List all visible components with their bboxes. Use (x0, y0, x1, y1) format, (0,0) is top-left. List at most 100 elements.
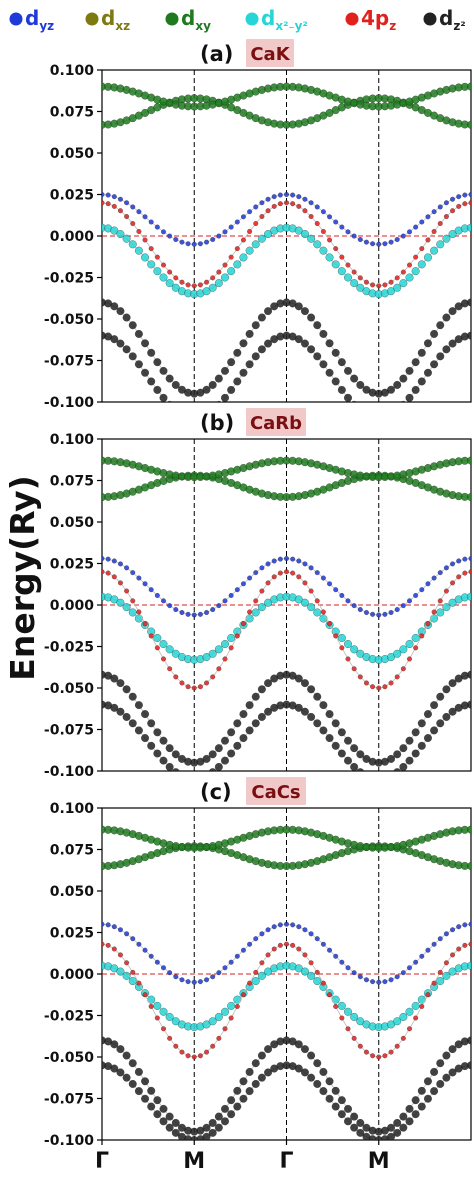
band-point-dyz (431, 941, 437, 947)
band-point-dz2 (128, 692, 137, 701)
band-point-4pz (216, 1035, 222, 1041)
band-point-4pz (105, 201, 111, 207)
band-point-dz2 (141, 734, 149, 742)
band-point-dx2-y2 (387, 1020, 395, 1029)
band-point-dyz (179, 977, 185, 983)
band-point-4pz (161, 656, 166, 662)
band-point-dz2 (202, 754, 211, 763)
band-point-dz2 (202, 385, 211, 394)
band-point-dz2 (307, 313, 316, 322)
band-point-dz2 (294, 703, 303, 712)
band-point-dz2 (325, 710, 334, 719)
band-point-dz2 (467, 331, 471, 340)
band-point-dyz (462, 922, 468, 928)
band-point-dz2 (436, 321, 445, 330)
band-point-4pz (130, 969, 136, 975)
band-point-dx2-y2 (171, 649, 180, 658)
band-point-dyz (204, 610, 209, 615)
band-point-4pz (339, 645, 345, 651)
band-point-dx2-y2 (134, 246, 143, 255)
band-point-dz2 (417, 719, 426, 728)
band-point-dx2-y2 (301, 598, 309, 607)
band-point-dyz (327, 947, 332, 953)
band-point-4pz (462, 201, 468, 207)
band-point-4pz (271, 946, 277, 952)
band-point-dz2 (147, 348, 156, 357)
band-point-dyz (308, 200, 314, 206)
band-point-dx2-y2 (257, 603, 266, 612)
band-point-4pz (130, 598, 136, 604)
panel-CaCs: (c) CaCs 0.100 0.075 0.050 0.025 0.000 -0.025 -0… (44, 777, 472, 1174)
band-point-dz2 (294, 302, 303, 311)
band-point-dyz (161, 229, 166, 235)
band-point-dyz (259, 200, 265, 206)
band-point-dz2 (190, 776, 198, 784)
band-point-dyz (320, 209, 326, 215)
band-point-4pz (407, 1026, 412, 1032)
band-point-dyz (111, 194, 117, 200)
band-point-4pz (388, 279, 394, 285)
band-point-dz2 (239, 368, 248, 377)
band-point-dyz (216, 603, 222, 609)
band-point-dz2 (294, 674, 303, 683)
band-point-dz2 (448, 307, 457, 316)
band-point-dx2-y2 (251, 608, 260, 617)
band-point-dz2 (178, 411, 186, 419)
band-point-dx2-y2 (202, 287, 211, 296)
band-point-dz2 (331, 377, 340, 386)
band-point-4pz (124, 960, 130, 966)
band-point-dyz (191, 612, 197, 618)
band-point-dz2 (251, 352, 260, 361)
band-point-dz2 (337, 385, 346, 394)
band-point-dyz (130, 936, 136, 942)
band-point-4pz (327, 237, 332, 243)
band-point-dx2-y2 (153, 267, 162, 276)
band-point-4pz (284, 941, 289, 947)
band-point-dz2 (294, 335, 303, 344)
band-point-4pz (314, 969, 320, 975)
band-point-4pz (351, 1035, 357, 1041)
band-point-dz2 (184, 775, 192, 783)
band-point-dz2 (233, 348, 242, 357)
band-point-dyz (456, 924, 462, 930)
band-point-dx2-y2 (350, 1013, 359, 1021)
band-point-dz2 (405, 1104, 414, 1113)
band-point-dz2 (227, 385, 236, 394)
band-point-dz2 (393, 1128, 402, 1137)
band-point-dyz (167, 233, 173, 239)
band-point-4pz (314, 598, 320, 604)
band-point-dz2 (141, 710, 149, 719)
band-point-dyz (247, 575, 253, 581)
band-point-dx2-y2 (313, 240, 322, 249)
band-point-dyz (130, 204, 136, 210)
x-tick-label: M (368, 1149, 390, 1174)
band-point-dx2-y2 (436, 608, 445, 617)
band-point-dx2-y2 (116, 598, 125, 607)
band-point-dyz (296, 924, 302, 930)
legend-subscript: xy (195, 19, 211, 33)
band-point-dx2-y2 (448, 967, 457, 976)
band-point-4pz (240, 992, 246, 998)
band-point-dyz (210, 607, 216, 613)
band-point-4pz (290, 942, 296, 948)
legend-marker (85, 12, 99, 26)
band-point-dz2 (400, 400, 407, 402)
band-point-4pz (210, 674, 216, 680)
band-point-dyz (333, 953, 339, 959)
band-point-dyz (333, 219, 339, 225)
band-point-dz2 (233, 1102, 242, 1111)
band-point-dx2-y2 (153, 634, 162, 642)
band-point-dyz (247, 209, 253, 215)
band-point-4pz (148, 633, 154, 639)
band-point-dyz (290, 556, 296, 562)
band-point-4pz (228, 254, 234, 260)
bands (102, 82, 471, 419)
band-point-dx2-y2 (467, 592, 471, 601)
band-point-dx2-y2 (417, 995, 426, 1004)
band-point-dyz (357, 607, 363, 613)
band-point-dz2 (331, 1086, 340, 1095)
band-point-dz2 (264, 1068, 272, 1077)
band-point-dz2 (239, 734, 248, 742)
band-point-dz2 (356, 1119, 365, 1127)
band-point-dz2 (239, 710, 248, 719)
